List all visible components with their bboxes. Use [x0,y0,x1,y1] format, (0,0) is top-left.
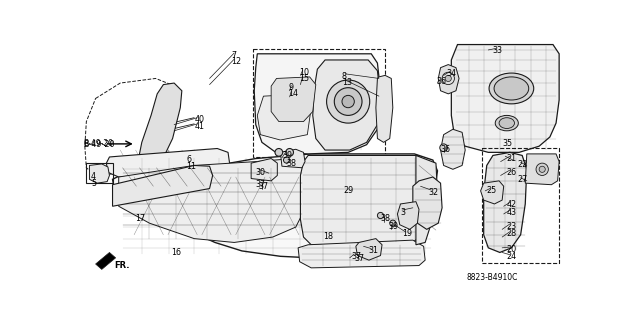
Text: 17: 17 [136,214,146,223]
Text: 12: 12 [231,57,242,66]
Text: 38: 38 [381,214,391,223]
Text: 28: 28 [507,229,517,238]
Text: 39: 39 [282,151,292,160]
Text: 33: 33 [493,46,503,55]
Text: 10: 10 [299,68,309,77]
Polygon shape [251,158,277,181]
Polygon shape [301,156,430,245]
Circle shape [536,163,548,175]
Text: 24: 24 [507,252,517,261]
Text: 32: 32 [428,188,438,197]
Text: B-49-20: B-49-20 [83,139,113,148]
Text: 14: 14 [288,89,298,98]
Text: 23: 23 [507,222,517,231]
Text: 8: 8 [342,72,347,81]
Polygon shape [416,156,438,245]
Text: 19: 19 [402,229,412,238]
Polygon shape [484,152,527,252]
Text: 11: 11 [186,162,196,171]
Text: 37: 37 [256,180,266,189]
Polygon shape [106,148,230,177]
Text: 37: 37 [351,252,362,261]
Text: 13: 13 [342,78,352,87]
Circle shape [275,148,282,156]
Bar [253,49,385,157]
Text: 18: 18 [323,232,333,241]
Polygon shape [413,177,442,229]
Circle shape [326,80,370,123]
Text: 16: 16 [171,248,181,257]
Circle shape [334,88,362,116]
Polygon shape [281,149,305,168]
Text: 37: 37 [259,182,269,191]
Circle shape [390,220,396,226]
Polygon shape [438,65,459,94]
Text: B-49-20: B-49-20 [83,140,114,149]
Text: 31: 31 [368,246,378,255]
Polygon shape [119,158,306,243]
Text: 27: 27 [518,175,528,184]
Text: 38: 38 [287,158,296,167]
Circle shape [539,166,545,172]
Polygon shape [376,75,393,142]
Polygon shape [139,83,182,165]
Text: 4: 4 [91,172,96,181]
Polygon shape [254,54,381,154]
Text: 15: 15 [299,74,309,83]
Text: 37: 37 [354,254,364,263]
Text: 20: 20 [507,245,517,254]
Text: 6: 6 [186,156,191,164]
Polygon shape [440,129,465,169]
Text: 36: 36 [440,145,450,154]
Text: 40: 40 [194,116,204,124]
Polygon shape [356,239,382,260]
Polygon shape [313,60,381,150]
Text: 26: 26 [507,168,517,177]
Polygon shape [113,154,438,258]
Polygon shape [525,154,559,185]
Text: 7: 7 [231,51,237,60]
Text: 25: 25 [487,186,497,195]
Text: 3: 3 [401,208,406,217]
Text: 30: 30 [256,168,266,177]
Polygon shape [96,252,116,269]
Text: 39: 39 [388,222,398,231]
Bar [482,148,559,263]
Text: 35: 35 [502,139,512,148]
Bar [86,163,113,183]
Polygon shape [481,181,504,204]
Text: 8823-B4910C: 8823-B4910C [467,273,518,282]
Circle shape [377,212,384,219]
Polygon shape [271,77,316,122]
Polygon shape [298,240,425,268]
Circle shape [286,148,294,156]
Ellipse shape [489,73,534,104]
Text: 36: 36 [436,77,446,86]
Text: 22: 22 [518,160,528,169]
Polygon shape [398,202,419,229]
Text: 21: 21 [507,154,517,163]
Polygon shape [257,94,311,140]
Polygon shape [89,164,109,183]
Text: 5: 5 [91,179,96,188]
Text: 34: 34 [447,69,457,78]
Text: 29: 29 [343,186,353,195]
Circle shape [342,95,354,108]
Circle shape [440,144,447,152]
Text: 42: 42 [507,200,517,209]
Polygon shape [113,165,213,206]
Text: 43: 43 [507,208,517,217]
Circle shape [445,75,452,82]
Circle shape [284,157,289,163]
Ellipse shape [499,118,515,129]
Text: 9: 9 [288,83,293,92]
Text: 41: 41 [194,122,204,131]
Text: FR.: FR. [114,261,130,270]
Ellipse shape [494,77,529,100]
Ellipse shape [495,116,518,131]
Polygon shape [452,44,559,152]
